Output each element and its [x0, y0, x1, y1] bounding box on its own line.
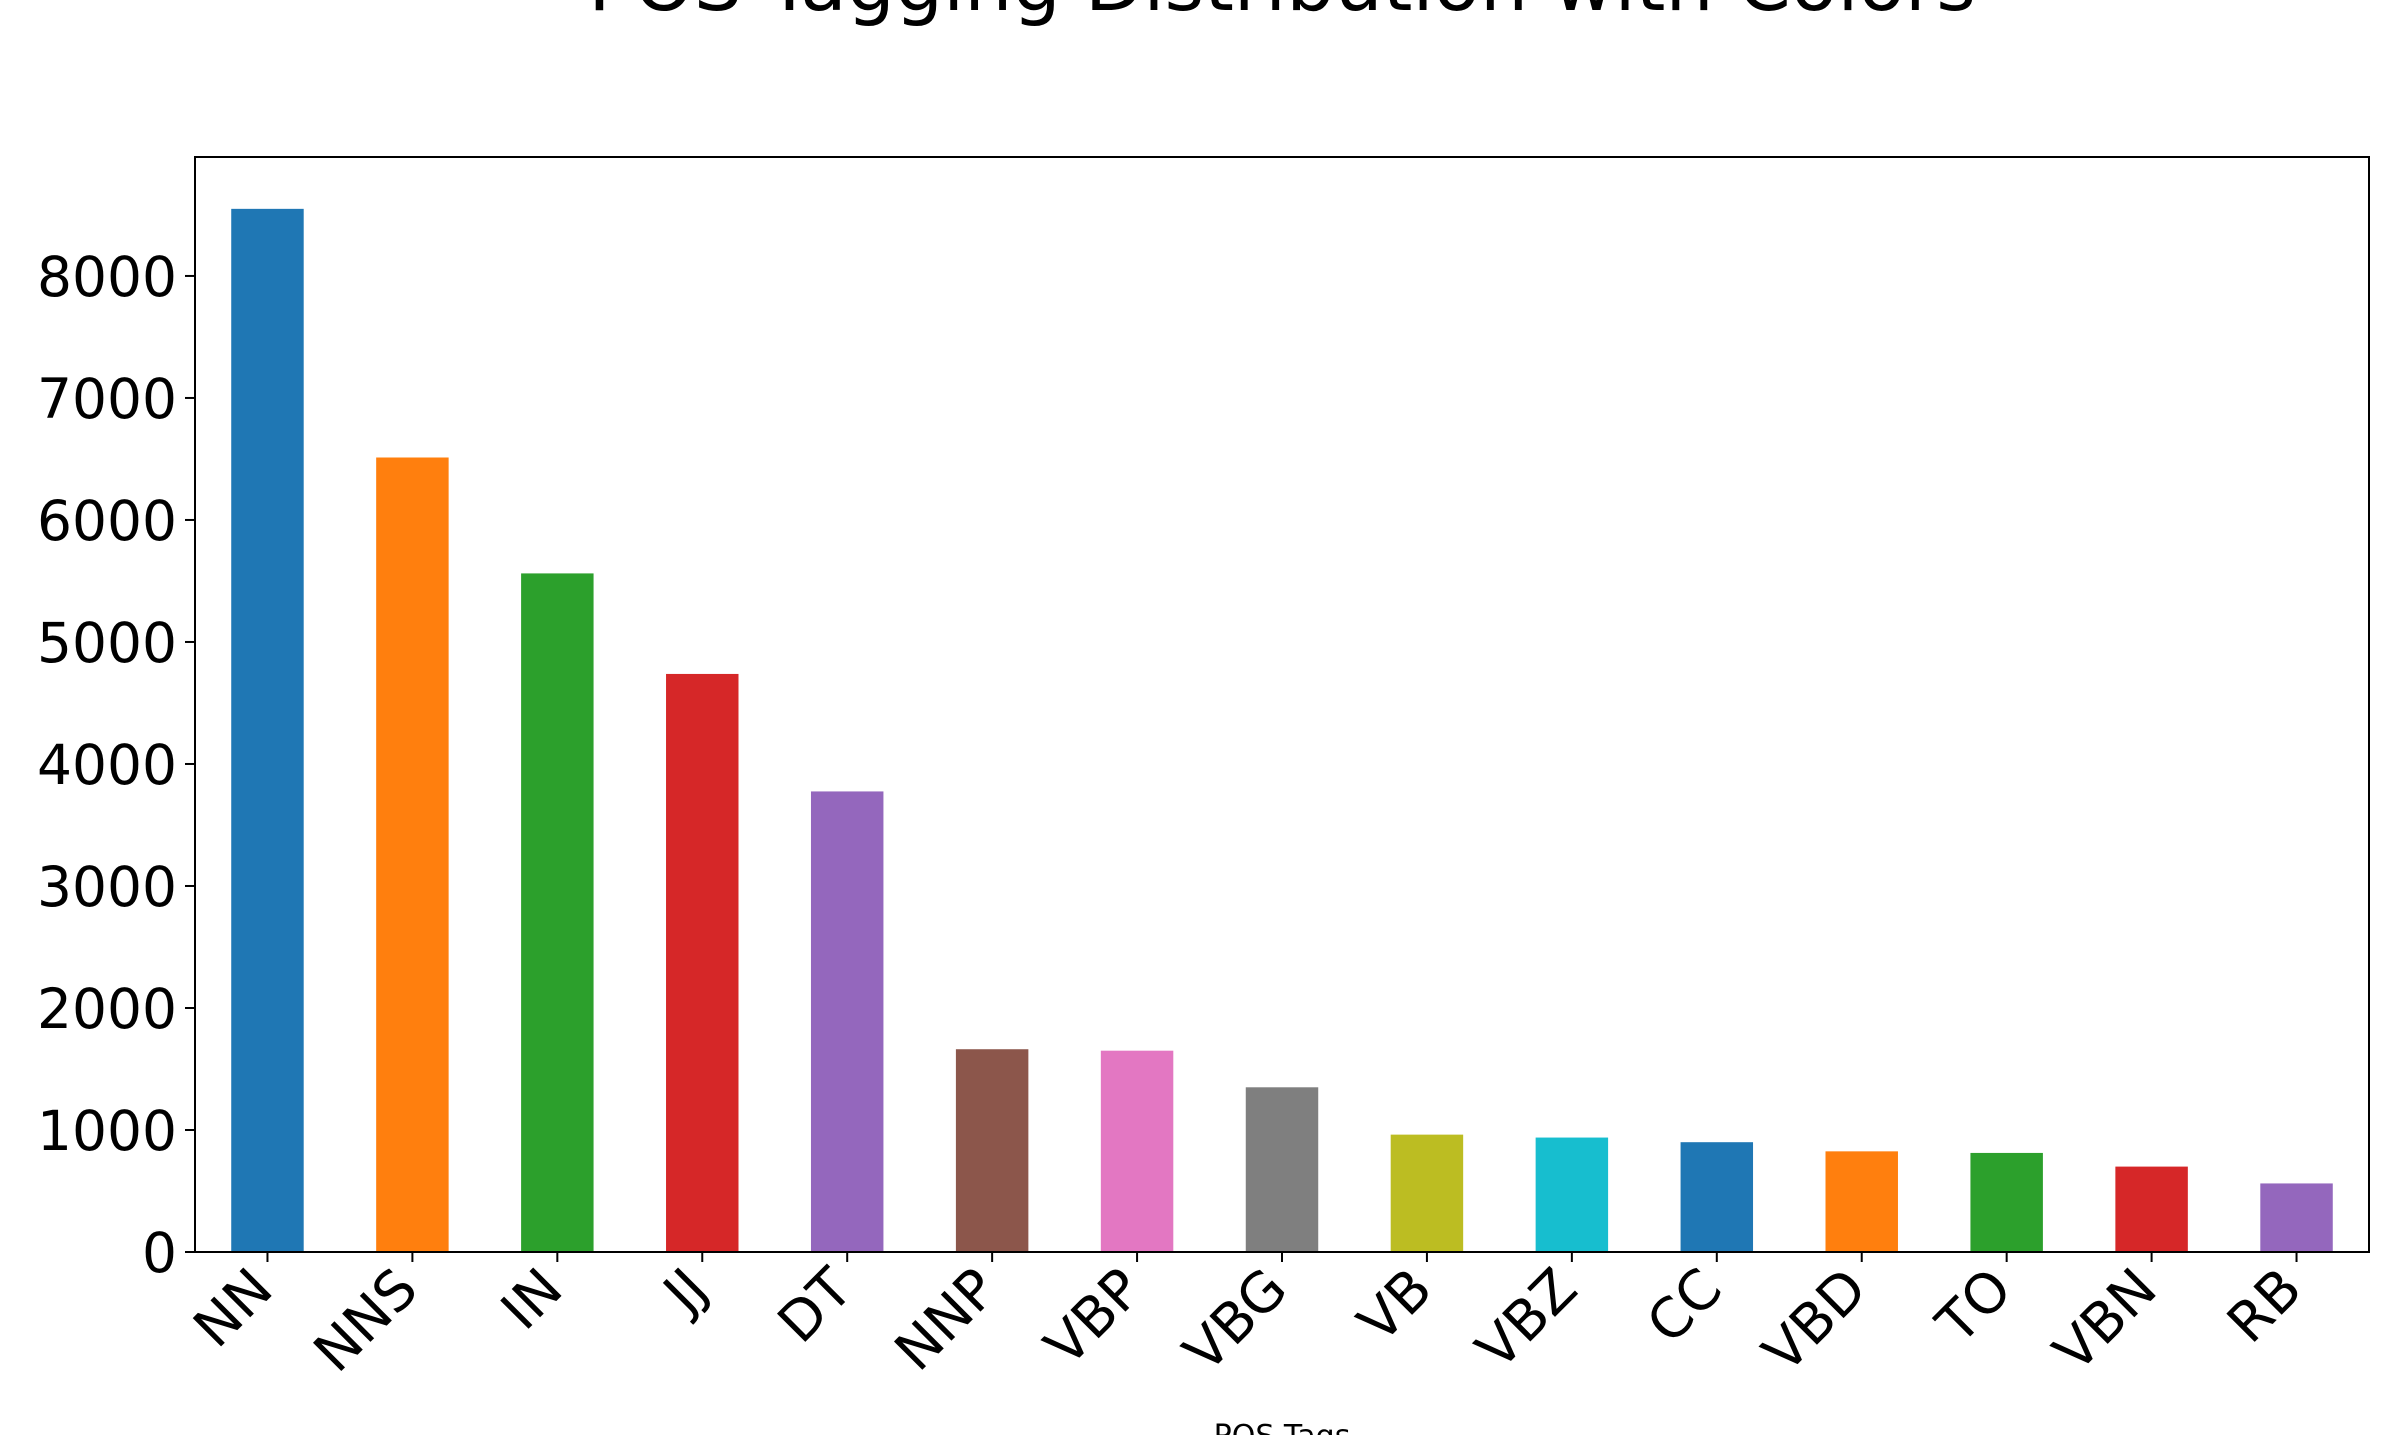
bar [1535, 1137, 1609, 1252]
y-tick-label: 2000 [37, 977, 177, 1041]
bar [1245, 1087, 1319, 1252]
x-tick-label: IN [489, 1256, 575, 1342]
x-tick-label: CC [1634, 1256, 1734, 1356]
y-tick-label: 7000 [37, 367, 177, 431]
x-tick-label: VBG [1171, 1256, 1299, 1384]
bar [1825, 1151, 1898, 1252]
y-tick-label: 1000 [37, 1099, 177, 1163]
bar [376, 457, 449, 1252]
x-tick-label: VBN [2041, 1256, 2169, 1384]
x-axis-label: POS Tags [1214, 1419, 1351, 1435]
y-tick-label: 0 [142, 1221, 177, 1285]
x-tick-label: VB [1346, 1256, 1445, 1355]
bar [231, 208, 304, 1252]
bar [1970, 1152, 2043, 1252]
y-tick-label: 8000 [37, 245, 177, 309]
bar [521, 573, 594, 1252]
y-tick-label: 5000 [37, 611, 177, 675]
x-tick-label: NNP [882, 1256, 1009, 1383]
x-tick-label: VBD [1750, 1256, 1878, 1384]
chart-title: POS Tagging Distribution with Colors [588, 0, 1976, 28]
x-tick-label: VBZ [1464, 1256, 1589, 1381]
x-tick-label: DT [765, 1256, 864, 1355]
bar [1680, 1142, 1754, 1252]
plot-frame [194, 156, 2370, 1253]
bar [666, 673, 739, 1252]
x-tick-label: RB [2215, 1256, 2314, 1355]
x-tick-label: NNS [301, 1256, 429, 1384]
x-tick-label: VBP [1032, 1256, 1154, 1378]
bar [810, 791, 884, 1252]
bar [1390, 1134, 1464, 1252]
bar [955, 1049, 1029, 1252]
bar [2115, 1166, 2188, 1252]
bar [1100, 1050, 1174, 1252]
bar [2260, 1183, 2333, 1252]
x-tick-label: JJ [649, 1256, 719, 1326]
x-tick-label: NN [181, 1256, 284, 1359]
y-tick-label: 6000 [37, 489, 177, 553]
y-tick-label: 4000 [37, 733, 177, 797]
y-tick-label: 3000 [37, 855, 177, 919]
x-tick-label: TO [1924, 1256, 2024, 1356]
